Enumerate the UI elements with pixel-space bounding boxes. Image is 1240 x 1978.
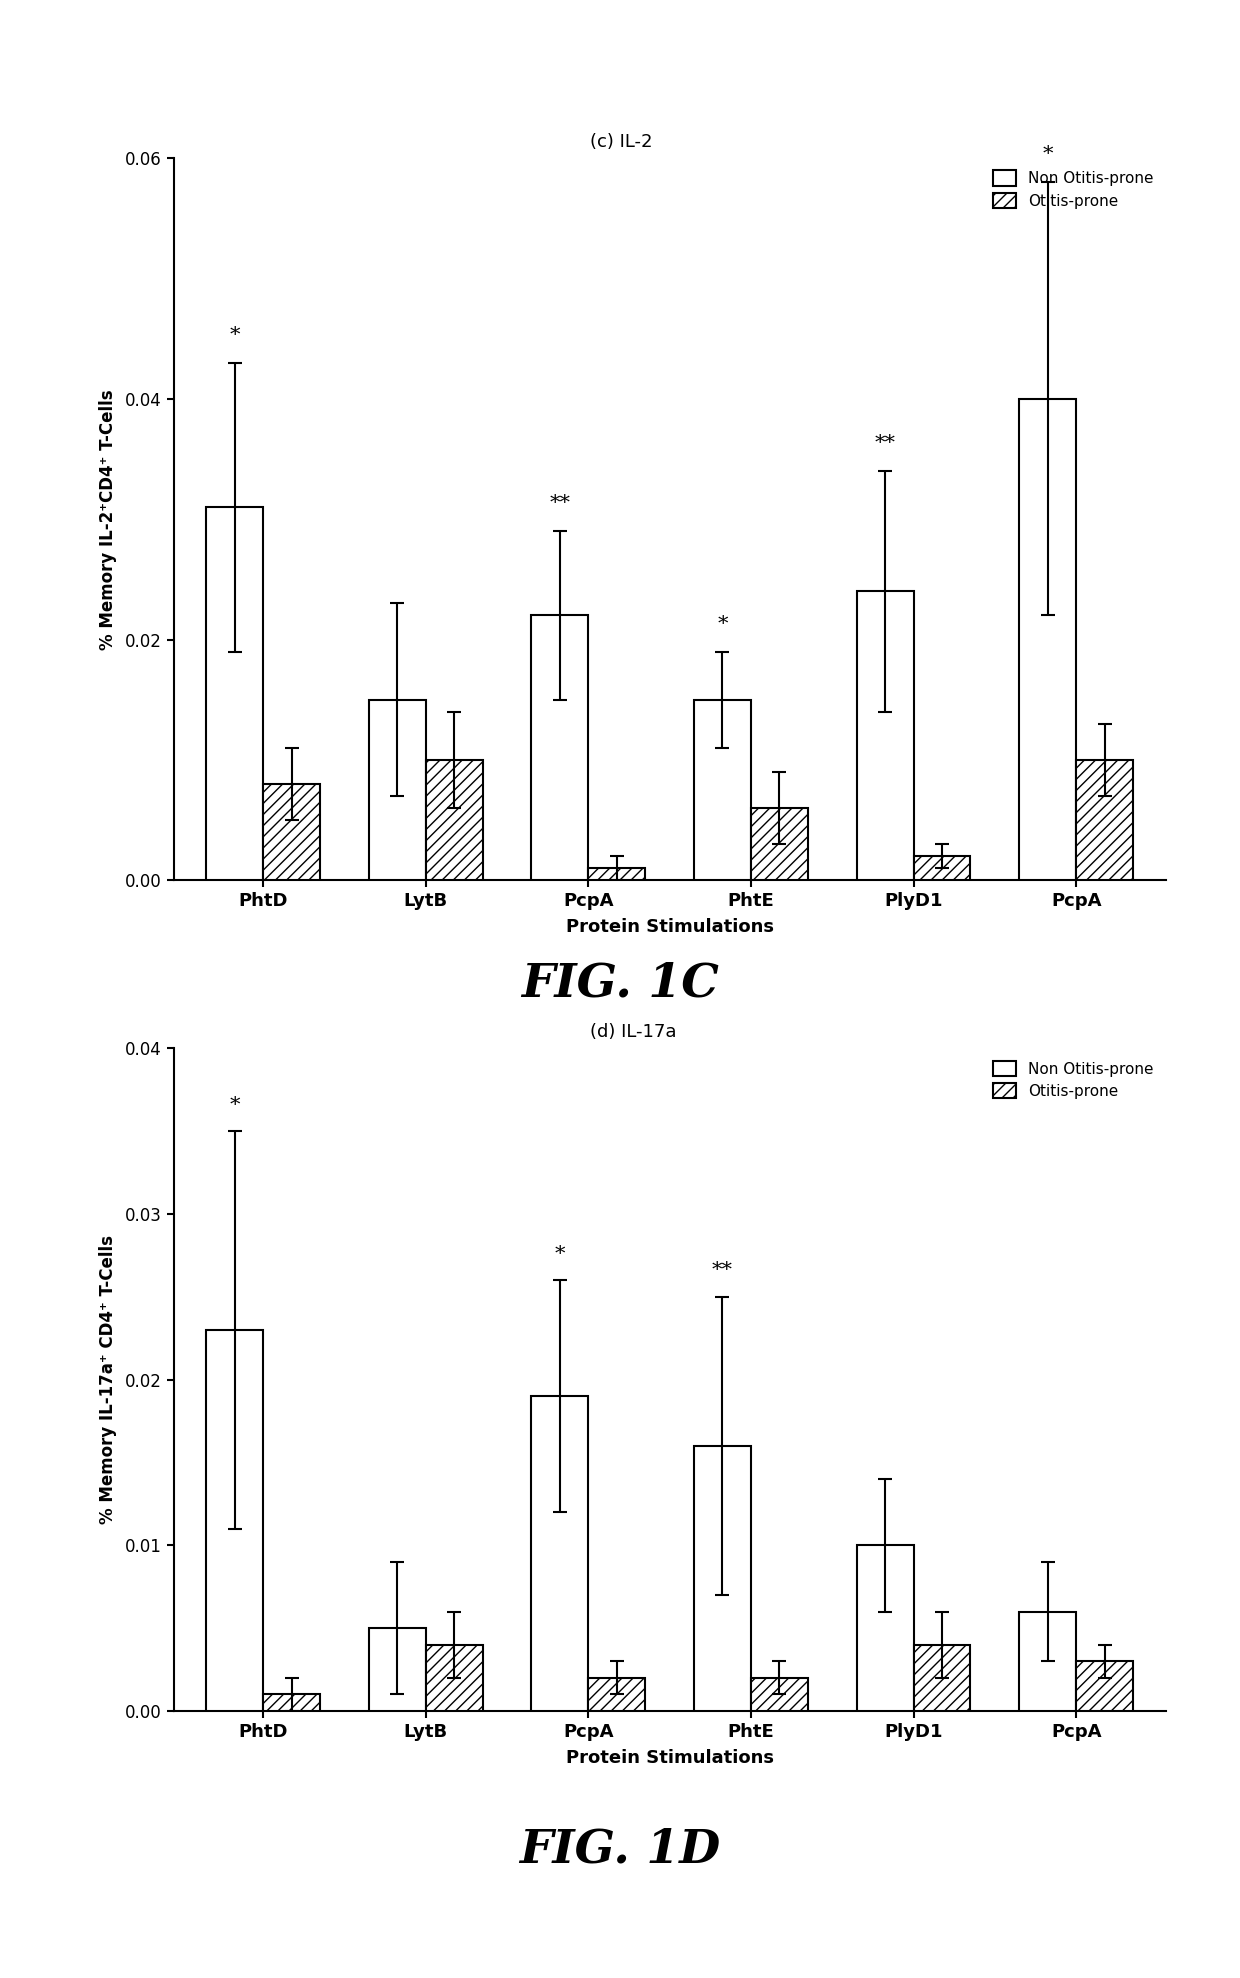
Bar — [914, 856, 971, 880]
Y-axis label: % Memory IL-17a⁺ CD4⁺ T-Cells: % Memory IL-17a⁺ CD4⁺ T-Cells — [99, 1234, 117, 1525]
Bar — [1019, 1612, 1076, 1711]
Bar — [751, 807, 807, 880]
Text: (d) IL-17a: (d) IL-17a — [590, 1023, 677, 1040]
Text: **: ** — [549, 494, 570, 512]
Text: *: * — [229, 1096, 239, 1114]
Bar — [206, 506, 263, 880]
Bar — [532, 615, 588, 880]
Bar — [368, 1628, 425, 1711]
Text: *: * — [1043, 144, 1053, 164]
Y-axis label: % Memory IL-2⁺CD4⁺ T-Cells: % Memory IL-2⁺CD4⁺ T-Cells — [99, 390, 117, 649]
Bar — [1019, 400, 1076, 880]
Bar — [263, 1695, 320, 1711]
Text: *: * — [717, 615, 728, 633]
Bar — [857, 1545, 914, 1711]
Bar — [694, 700, 751, 880]
Bar — [1076, 760, 1133, 880]
Bar — [532, 1396, 588, 1711]
Text: **: ** — [874, 433, 895, 453]
Bar — [588, 868, 645, 880]
Bar — [263, 783, 320, 880]
X-axis label: Protein Stimulations: Protein Stimulations — [565, 918, 774, 936]
Bar — [751, 1677, 807, 1711]
Bar — [425, 1644, 482, 1711]
Text: FIG. 1D: FIG. 1D — [520, 1826, 720, 1873]
X-axis label: Protein Stimulations: Protein Stimulations — [565, 1749, 774, 1766]
Bar — [857, 591, 914, 880]
Bar — [368, 700, 425, 880]
Bar — [1076, 1662, 1133, 1711]
Text: **: ** — [712, 1262, 733, 1280]
Bar — [206, 1329, 263, 1711]
Text: *: * — [229, 326, 239, 344]
Text: (c) IL-2: (c) IL-2 — [590, 133, 652, 150]
Bar — [588, 1677, 645, 1711]
Legend: Non Otitis-prone, Otitis-prone: Non Otitis-prone, Otitis-prone — [988, 1056, 1158, 1104]
Bar — [425, 760, 482, 880]
Legend: Non Otitis-prone, Otitis-prone: Non Otitis-prone, Otitis-prone — [988, 166, 1158, 214]
Bar — [914, 1644, 971, 1711]
Text: FIG. 1C: FIG. 1C — [521, 959, 719, 1007]
Bar — [694, 1446, 751, 1711]
Text: *: * — [554, 1244, 565, 1264]
